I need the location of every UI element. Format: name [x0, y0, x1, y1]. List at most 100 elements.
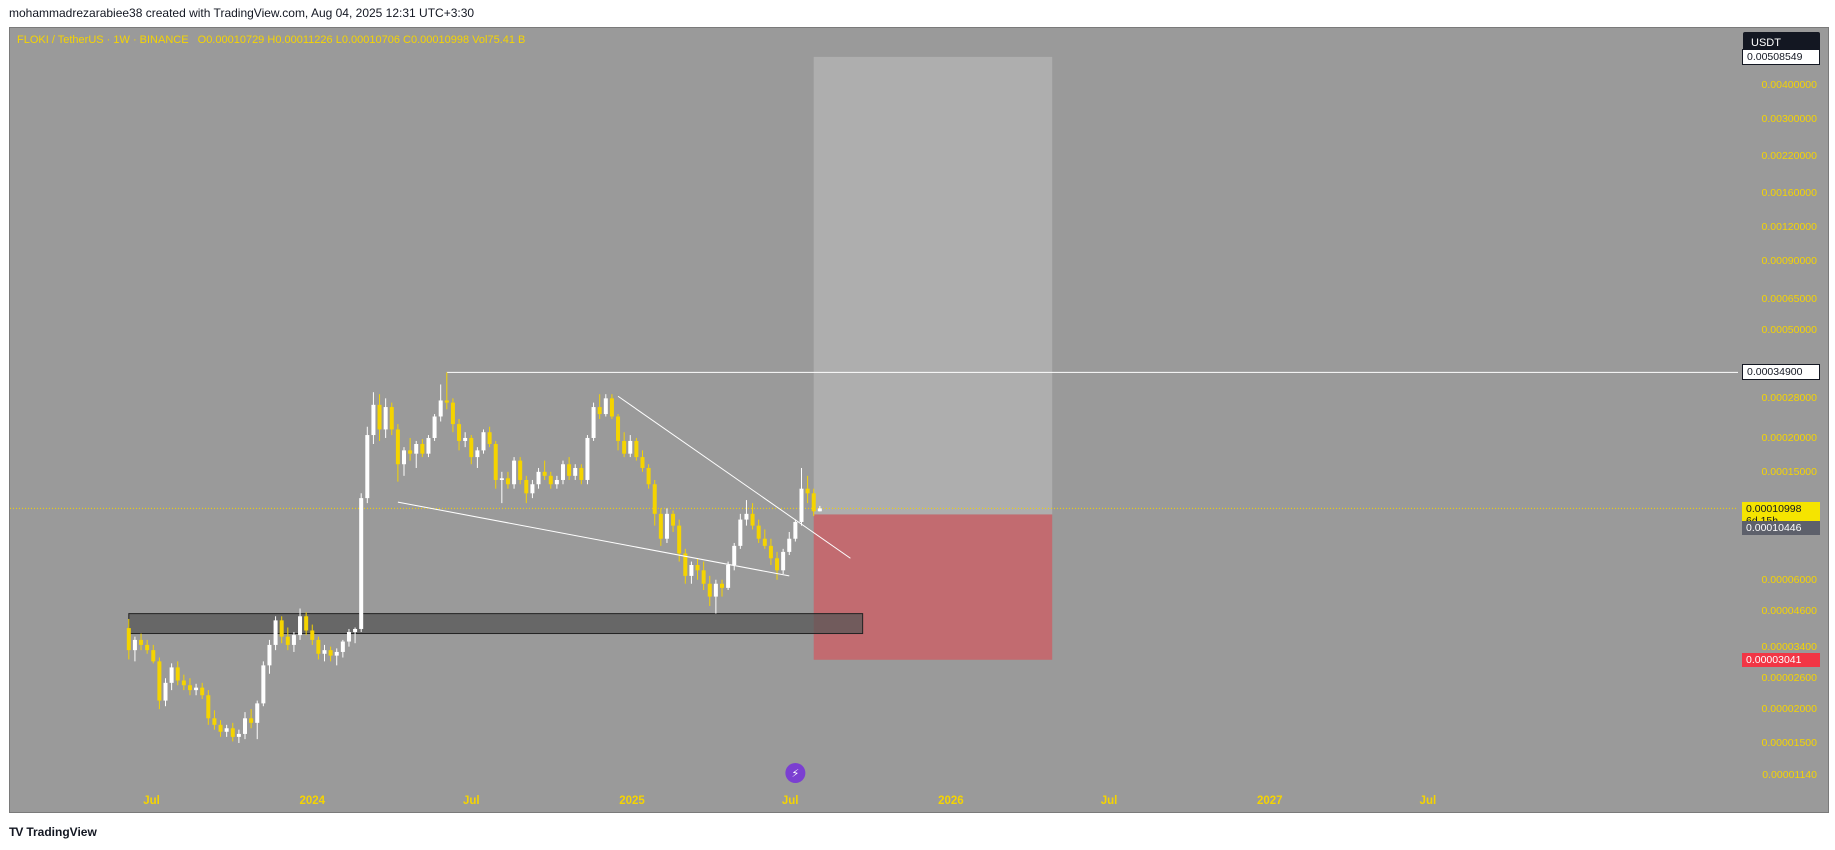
open-value: 0.00010729 [206, 34, 265, 46]
candle-body [793, 521, 798, 539]
candle-body [738, 519, 743, 546]
candle-body [444, 400, 449, 403]
candle-body [145, 644, 150, 651]
candle-body [505, 478, 510, 485]
price-axis-tick: 0.00090000 [1761, 254, 1817, 267]
candle-body [236, 733, 241, 737]
candle-body [756, 525, 761, 539]
candle-body [481, 432, 486, 451]
candle-body [450, 402, 455, 425]
resistance-price-label: 0.00034900 [1742, 364, 1820, 381]
candle-body [463, 437, 468, 441]
candle-body [493, 444, 498, 480]
candle-body [603, 398, 608, 415]
candle-body [255, 703, 260, 723]
candle-body [395, 429, 400, 465]
candle-body [548, 475, 553, 485]
candle-body [585, 437, 590, 480]
close-key: C [403, 34, 411, 46]
candle-body [622, 440, 627, 454]
candle-body [200, 687, 205, 696]
candle-body [230, 728, 235, 737]
price-axis-tick: 0.00400000 [1761, 79, 1817, 92]
price-axis-tick: 0.00002000 [1761, 703, 1817, 716]
candle-body [408, 450, 413, 454]
candle-body [316, 639, 321, 654]
candle-body [420, 444, 425, 454]
candle-body [212, 718, 217, 725]
candle-body [701, 570, 706, 584]
candle-body [322, 650, 327, 654]
candle-body [334, 651, 339, 656]
candle-body [218, 724, 223, 732]
time-axis-tick: Jul [1419, 795, 1437, 807]
price-axis-tick: 0.00050000 [1761, 324, 1817, 337]
price-axis-tick: 0.00004600 [1761, 605, 1817, 618]
time-axis-tick: Jul [143, 795, 160, 807]
candle-body [163, 682, 168, 701]
candle-body [187, 685, 192, 691]
candle-body [567, 464, 572, 476]
stop-price-label: 0.00003041 [1742, 652, 1820, 667]
candle-body [359, 498, 364, 629]
candle-body [726, 565, 731, 588]
tradingview-logo[interactable]: TV TradingView [9, 825, 97, 839]
event-icon-glyph: ⚡ [792, 767, 800, 780]
candle-body [591, 407, 596, 438]
candle-body [707, 583, 712, 597]
support-zone [128, 613, 864, 635]
price-axis-tick: 0.00002600 [1761, 672, 1817, 685]
candle-body [805, 488, 810, 494]
time-axis-tick: Jul [1100, 795, 1118, 807]
candle-body [817, 508, 822, 512]
candle-body [279, 620, 284, 637]
candle-body [677, 525, 682, 554]
candle-body [652, 484, 657, 514]
high-value: 0.00011226 [275, 34, 333, 46]
target-price-label: 0.00508549 [1742, 48, 1820, 65]
candle-body [475, 450, 480, 458]
open-key: O [197, 34, 207, 46]
candle-body [524, 479, 529, 494]
price-axis-tick: 0.00015000 [1761, 465, 1817, 478]
time-axis-tick: Jul [781, 795, 799, 807]
candle-body [285, 636, 290, 645]
candle-body [139, 639, 144, 645]
candle-body [762, 538, 767, 546]
close-value: 0.00010998 [410, 34, 470, 46]
tradingview-icon: TV [9, 825, 23, 839]
candle-body [671, 513, 676, 526]
candle-body [432, 416, 437, 438]
candle-body [628, 440, 633, 454]
candle-body [609, 398, 614, 417]
time-axis-tick: Jul [462, 795, 480, 807]
candle-body [713, 583, 718, 597]
target-zone [813, 56, 1053, 515]
candle-body [157, 661, 162, 701]
candle-body [169, 667, 174, 683]
candle-body [744, 513, 749, 520]
candle-body [536, 471, 541, 485]
price-axis-tick: 0.00020000 [1761, 431, 1817, 444]
candle-body [383, 407, 388, 430]
high-key: H [267, 34, 276, 46]
entry-price-label: 0.00010446 [1742, 521, 1820, 536]
candle-body [799, 488, 804, 522]
candle-body [634, 440, 639, 458]
current-price-value: 0.00010998 [1746, 503, 1802, 516]
candle-body [175, 667, 180, 681]
candle-body [426, 437, 431, 454]
price-axis-tick: 0.00001500 [1761, 736, 1817, 749]
candle-body [261, 665, 266, 704]
candle-body [377, 404, 382, 430]
candle-body [126, 628, 131, 651]
candle-body [273, 620, 278, 645]
price-axis-tick: 0.00120000 [1761, 220, 1817, 233]
ohlc-legend: FLOKI / TetherUS · 1W · BINANCE O0.00010… [17, 34, 525, 46]
candle-body [664, 513, 669, 539]
candle-body [224, 728, 229, 732]
candle-body [371, 404, 376, 436]
symbol-name[interactable]: FLOKI / TetherUS · 1W · BINANCE [17, 34, 189, 46]
candle-body [353, 628, 358, 632]
